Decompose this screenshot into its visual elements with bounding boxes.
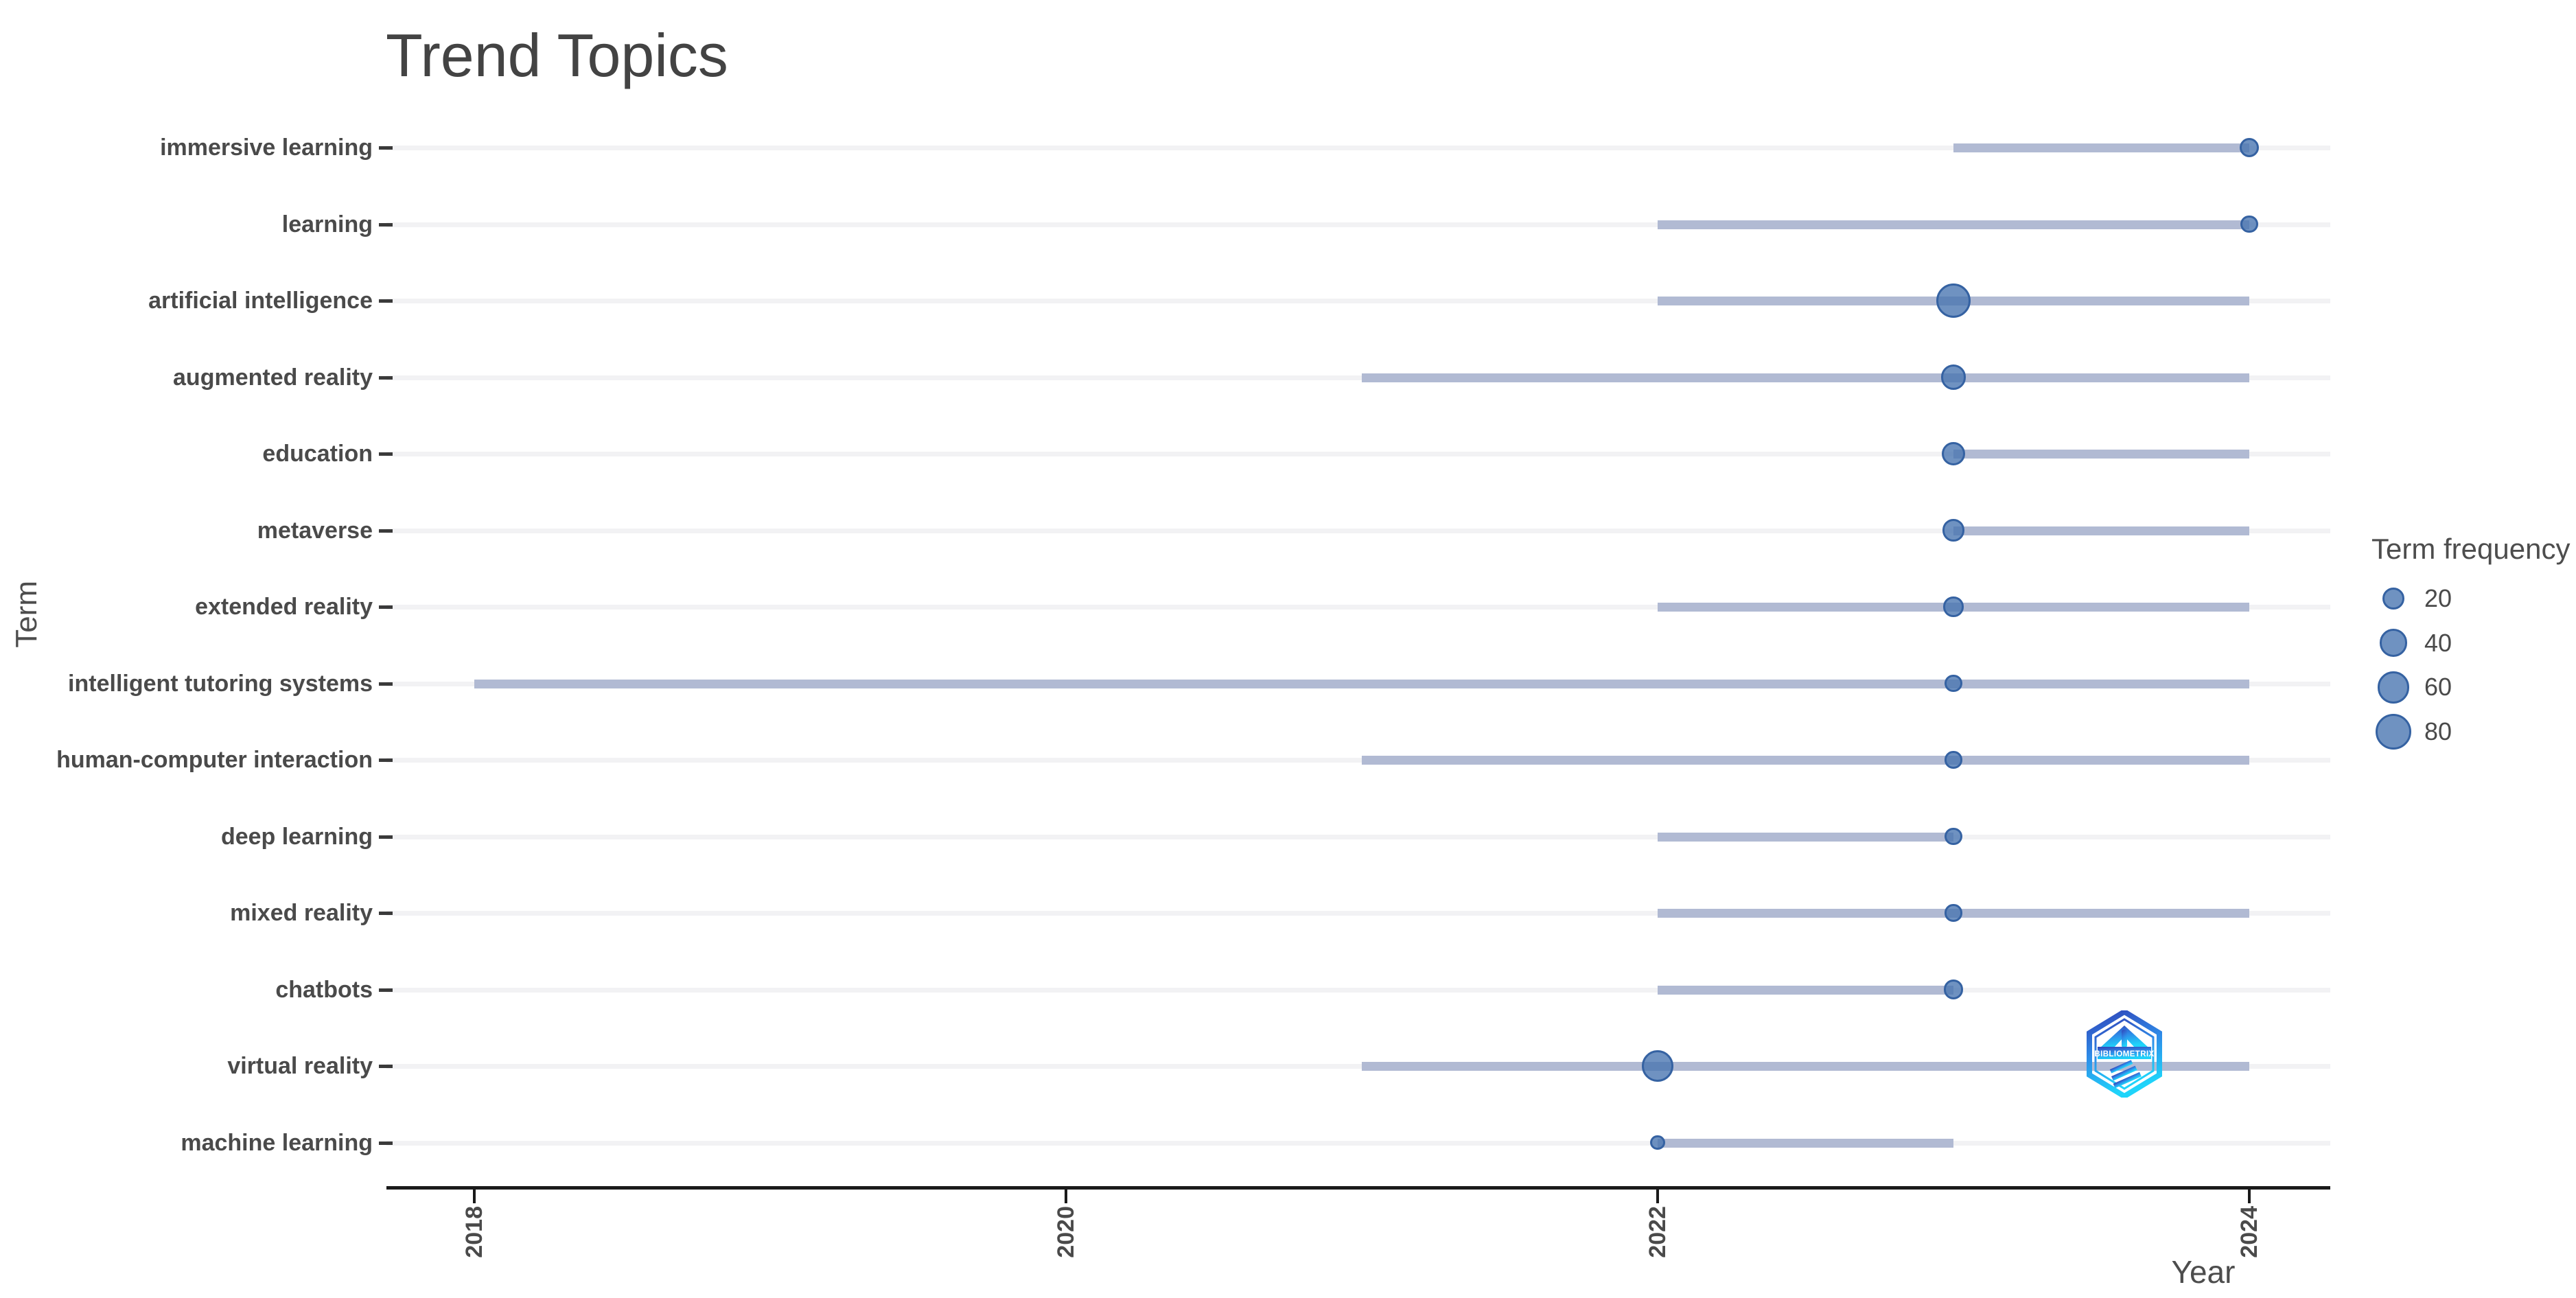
legend-title: Term frequency	[2371, 533, 2571, 565]
term-frequency-dot[interactable]	[1945, 827, 1962, 846]
y-axis-tick	[379, 222, 393, 227]
page-title: Trend Topics	[386, 21, 728, 89]
gridline	[386, 528, 2330, 533]
x-axis-title: Year	[2171, 1254, 2236, 1290]
y-axis-tick	[379, 1065, 393, 1068]
term-frequency-dot[interactable]	[1945, 751, 1962, 769]
y-tick-label: machine learning	[181, 1129, 373, 1156]
y-axis-tick	[379, 1141, 393, 1145]
term-frequency-dot[interactable]	[1942, 519, 1964, 542]
y-tick-label: chatbots	[275, 976, 373, 1003]
gridline	[386, 987, 2330, 993]
legend-size-circle	[2376, 714, 2411, 750]
legend-size-circle	[2377, 671, 2410, 704]
y-tick-label: immersive learning	[160, 135, 373, 161]
y-tick-label: human-computer interaction	[56, 747, 373, 773]
hexagon-badge-icon: BIBLIOMETRIX	[2087, 1008, 2162, 1100]
x-axis-tick	[473, 1190, 476, 1203]
term-timespan-line	[1953, 450, 2249, 459]
term-timespan-line	[1658, 1138, 1953, 1148]
term-frequency-dot[interactable]	[1945, 904, 1962, 922]
gridline	[386, 758, 2330, 763]
term-frequency-dot[interactable]	[1943, 980, 1964, 999]
x-axis-line	[386, 1186, 2330, 1190]
bibliometrix-logo-watermark: BIBLIOMETRIX	[2087, 1008, 2162, 1100]
x-tick-label: 2020	[1053, 1206, 1079, 1258]
term-frequency-dot[interactable]	[2239, 137, 2260, 158]
y-axis-tick	[379, 146, 393, 150]
y-axis-tick	[379, 529, 393, 533]
logo-wordmark: BIBLIOMETRIX	[2094, 1050, 2154, 1058]
gridline	[386, 1064, 2330, 1069]
term-timespan-line	[1362, 756, 2249, 765]
y-axis-tick	[379, 758, 393, 762]
y-axis-tick	[379, 299, 393, 303]
term-frequency-dot[interactable]	[1936, 283, 1971, 318]
gridline	[386, 452, 2330, 456]
y-axis-tick	[379, 912, 393, 915]
legend-value-label: 40	[2424, 628, 2452, 657]
gridline	[386, 299, 2330, 303]
x-tick-label: 2018	[461, 1206, 487, 1258]
term-frequency-dot[interactable]	[2240, 215, 2258, 233]
y-tick-label: virtual reality	[227, 1053, 373, 1079]
y-axis-tick	[379, 988, 393, 992]
y-axis-tick	[379, 682, 393, 686]
y-axis-tick	[379, 835, 393, 839]
x-axis-tick	[1065, 1190, 1067, 1203]
legend-value-label: 60	[2424, 673, 2452, 702]
term-timespan-line	[1362, 373, 2249, 382]
y-tick-label: extended reality	[195, 594, 373, 620]
y-tick-label: deep learning	[220, 823, 373, 850]
book-pages-icon	[2109, 1060, 2142, 1089]
gridline	[386, 146, 2330, 150]
term-frequency-dot[interactable]	[1940, 364, 1966, 390]
term-timespan-line	[1658, 832, 1953, 842]
rocket-icon	[2122, 1030, 2127, 1047]
term-frequency-dot[interactable]	[1650, 1135, 1665, 1150]
legend-size-circle	[2379, 629, 2408, 658]
term-frequency-dot[interactable]	[1945, 674, 1962, 693]
term-timespan-line	[1658, 985, 1953, 995]
legend-size-circle	[2382, 587, 2405, 610]
x-tick-label: 2022	[1645, 1206, 1671, 1258]
gridline	[386, 605, 2330, 610]
y-tick-label: metaverse	[257, 517, 373, 544]
gridline	[386, 375, 2330, 380]
term-timespan-line	[1953, 526, 2249, 535]
term-timespan-line	[474, 679, 2249, 688]
y-tick-label: artificial intelligence	[148, 288, 373, 314]
gridline	[386, 222, 2330, 227]
legend-value-label: 20	[2424, 584, 2452, 612]
term-frequency-dot[interactable]	[1641, 1050, 1674, 1082]
term-timespan-line	[1362, 1062, 2249, 1071]
gridline	[386, 1140, 2330, 1146]
term-timespan-line	[1658, 220, 2249, 229]
legend-value-label: 80	[2424, 717, 2452, 746]
x-tick-label: 2024	[2236, 1206, 2262, 1258]
x-axis-tick	[1656, 1190, 1659, 1203]
x-axis-tick	[2248, 1190, 2251, 1203]
term-frequency-dot[interactable]	[1942, 442, 1965, 465]
y-tick-label: intelligent tutoring systems	[68, 670, 373, 697]
y-tick-label: education	[262, 441, 373, 467]
y-tick-label: learning	[281, 211, 373, 237]
term-timespan-line	[1953, 143, 2249, 152]
gridline	[386, 834, 2330, 839]
y-tick-label: mixed reality	[230, 900, 373, 926]
term-frequency-dot[interactable]	[1943, 596, 1964, 617]
y-axis-tick	[379, 605, 393, 609]
y-tick-label: augmented reality	[173, 364, 373, 391]
gridline	[386, 911, 2330, 916]
y-axis-tick	[379, 452, 393, 456]
y-axis-tick	[379, 375, 393, 380]
